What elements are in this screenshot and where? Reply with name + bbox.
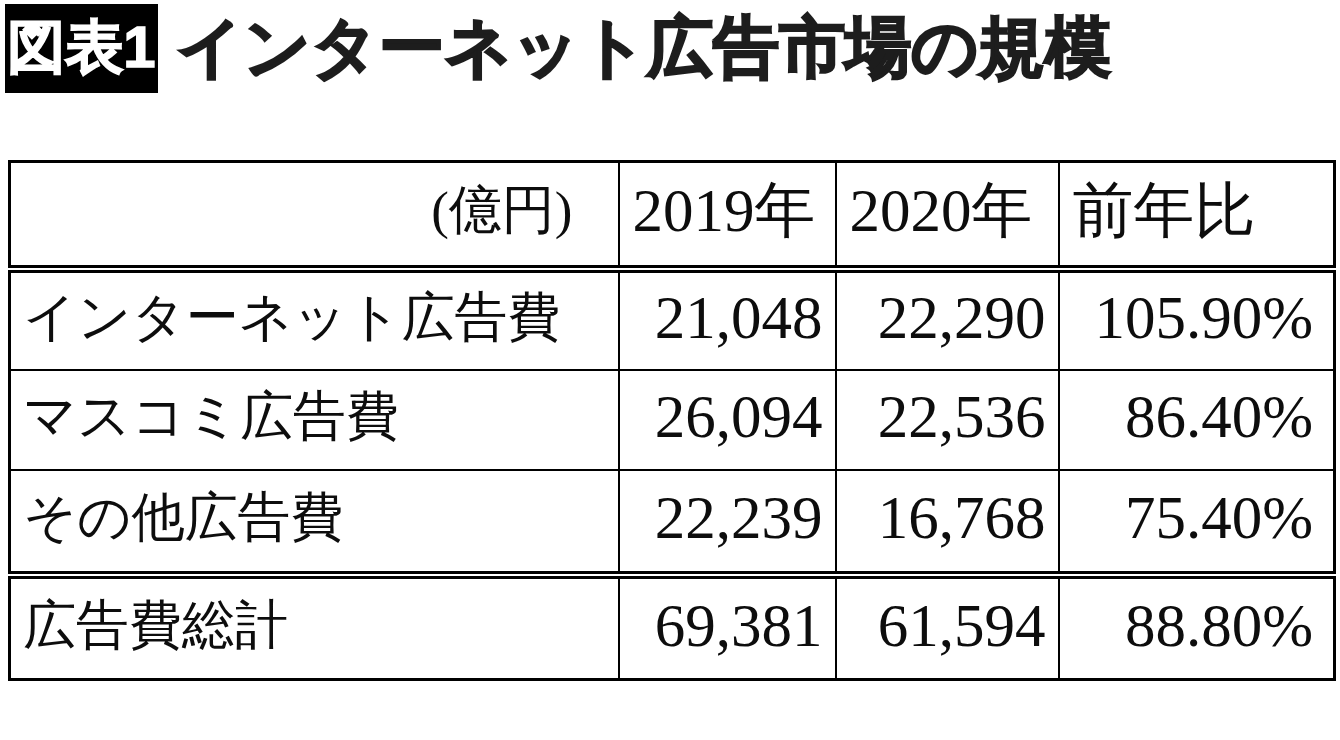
value-2020: 22,536	[836, 370, 1059, 470]
table-row: その他広告費 22,239 16,768 75.40%	[10, 470, 1335, 575]
total-label: 広告費総計	[10, 575, 619, 680]
figure-header: 図表1 インターネット広告市場の規模	[5, 3, 1111, 93]
value-2020: 22,290	[836, 269, 1059, 370]
total-2020: 61,594	[836, 575, 1059, 680]
total-yoy: 88.80%	[1059, 575, 1335, 680]
value-2019: 22,239	[619, 470, 836, 575]
value-yoy: 86.40%	[1059, 370, 1335, 470]
value-2019: 26,094	[619, 370, 836, 470]
table-header-row: (億円) 2019年 2020年 前年比	[10, 162, 1335, 270]
row-label: マスコミ広告費	[10, 370, 619, 470]
col-header-2020: 2020年	[836, 162, 1059, 270]
figure-badge: 図表1	[5, 4, 158, 93]
value-2020: 16,768	[836, 470, 1059, 575]
table-row: マスコミ広告費 26,094 22,536 86.40%	[10, 370, 1335, 470]
unit-header-cell: (億円)	[10, 162, 619, 270]
total-2019: 69,381	[619, 575, 836, 680]
figure-title: インターネット広告市場の規模	[176, 3, 1111, 93]
figure-page: 図表1 インターネット広告市場の規模 (億円) 2019年 2020年 前年比 …	[0, 0, 1340, 740]
col-header-2019: 2019年	[619, 162, 836, 270]
ad-market-table: (億円) 2019年 2020年 前年比 インターネット広告費 21,048 2…	[8, 160, 1336, 681]
table-row: インターネット広告費 21,048 22,290 105.90%	[10, 269, 1335, 370]
row-label: その他広告費	[10, 470, 619, 575]
value-2019: 21,048	[619, 269, 836, 370]
col-header-yoy: 前年比	[1059, 162, 1335, 270]
value-yoy: 75.40%	[1059, 470, 1335, 575]
table-total-row: 広告費総計 69,381 61,594 88.80%	[10, 575, 1335, 680]
value-yoy: 105.90%	[1059, 269, 1335, 370]
row-label: インターネット広告費	[10, 269, 619, 370]
